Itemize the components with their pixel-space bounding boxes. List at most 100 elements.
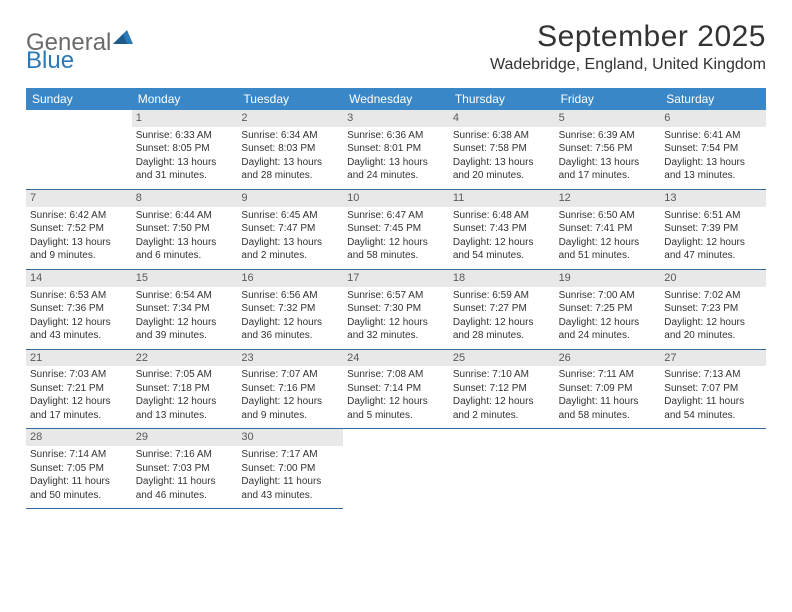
day-number: 13 xyxy=(660,190,766,207)
sunrise-text: Sunrise: 6:59 AM xyxy=(453,289,551,303)
calendar-header-row: SundayMondayTuesdayWednesdayThursdayFrid… xyxy=(26,88,766,110)
day-number: 17 xyxy=(343,270,449,287)
daylight-text: Daylight: 12 hours and 2 minutes. xyxy=(453,395,551,422)
calendar-cell: 19Sunrise: 7:00 AMSunset: 7:25 PMDayligh… xyxy=(555,270,661,350)
calendar-cell: 29Sunrise: 7:16 AMSunset: 7:03 PMDayligh… xyxy=(132,429,238,509)
sunrise-text: Sunrise: 6:51 AM xyxy=(664,209,762,223)
sunset-text: Sunset: 7:16 PM xyxy=(241,382,339,396)
day-number: 21 xyxy=(26,350,132,367)
calendar-page: General Blue September 2025 Wadebridge, … xyxy=(0,0,792,529)
calendar-cell: 7Sunrise: 6:42 AMSunset: 7:52 PMDaylight… xyxy=(26,190,132,270)
sunset-text: Sunset: 7:12 PM xyxy=(453,382,551,396)
calendar-cell: 22Sunrise: 7:05 AMSunset: 7:18 PMDayligh… xyxy=(132,350,238,430)
calendar-header-cell: Wednesday xyxy=(343,88,449,110)
day-number: 12 xyxy=(555,190,661,207)
sunrise-text: Sunrise: 7:03 AM xyxy=(30,368,128,382)
daylight-text: Daylight: 13 hours and 2 minutes. xyxy=(241,236,339,263)
sunset-text: Sunset: 7:41 PM xyxy=(559,222,657,236)
daylight-text: Daylight: 13 hours and 9 minutes. xyxy=(30,236,128,263)
daylight-text: Daylight: 13 hours and 6 minutes. xyxy=(136,236,234,263)
calendar-cell: 27Sunrise: 7:13 AMSunset: 7:07 PMDayligh… xyxy=(660,350,766,430)
calendar-cell: 20Sunrise: 7:02 AMSunset: 7:23 PMDayligh… xyxy=(660,270,766,350)
sunrise-text: Sunrise: 6:41 AM xyxy=(664,129,762,143)
calendar-cell: 4Sunrise: 6:38 AMSunset: 7:58 PMDaylight… xyxy=(449,110,555,190)
daylight-text: Daylight: 11 hours and 58 minutes. xyxy=(559,395,657,422)
calendar-cell-empty xyxy=(555,429,661,509)
sunset-text: Sunset: 7:30 PM xyxy=(347,302,445,316)
daylight-text: Daylight: 13 hours and 13 minutes. xyxy=(664,156,762,183)
calendar-cell-empty xyxy=(660,429,766,509)
sunrise-text: Sunrise: 7:10 AM xyxy=(453,368,551,382)
sunrise-text: Sunrise: 7:16 AM xyxy=(136,448,234,462)
sunset-text: Sunset: 7:50 PM xyxy=(136,222,234,236)
sunrise-text: Sunrise: 6:39 AM xyxy=(559,129,657,143)
sunset-text: Sunset: 7:36 PM xyxy=(30,302,128,316)
day-number: 30 xyxy=(237,429,343,446)
daylight-text: Daylight: 12 hours and 9 minutes. xyxy=(241,395,339,422)
calendar-cell: 13Sunrise: 6:51 AMSunset: 7:39 PMDayligh… xyxy=(660,190,766,270)
day-number: 29 xyxy=(132,429,238,446)
sunset-text: Sunset: 7:03 PM xyxy=(136,462,234,476)
calendar-cell: 12Sunrise: 6:50 AMSunset: 7:41 PMDayligh… xyxy=(555,190,661,270)
calendar-cell: 8Sunrise: 6:44 AMSunset: 7:50 PMDaylight… xyxy=(132,190,238,270)
calendar-body: 1Sunrise: 6:33 AMSunset: 8:05 PMDaylight… xyxy=(26,110,766,509)
day-number: 7 xyxy=(26,190,132,207)
day-number: 6 xyxy=(660,110,766,127)
day-number: 15 xyxy=(132,270,238,287)
calendar: SundayMondayTuesdayWednesdayThursdayFrid… xyxy=(26,88,766,509)
sunrise-text: Sunrise: 6:57 AM xyxy=(347,289,445,303)
calendar-cell: 14Sunrise: 6:53 AMSunset: 7:36 PMDayligh… xyxy=(26,270,132,350)
day-number: 1 xyxy=(132,110,238,127)
logo-text-block: General Blue xyxy=(26,30,133,73)
day-number: 5 xyxy=(555,110,661,127)
daylight-text: Daylight: 12 hours and 39 minutes. xyxy=(136,316,234,343)
sunset-text: Sunset: 7:23 PM xyxy=(664,302,762,316)
sunrise-text: Sunrise: 6:33 AM xyxy=(136,129,234,143)
day-number: 9 xyxy=(237,190,343,207)
day-number: 19 xyxy=(555,270,661,287)
day-number: 24 xyxy=(343,350,449,367)
sunset-text: Sunset: 7:07 PM xyxy=(664,382,762,396)
logo-triangle-icon xyxy=(113,30,133,49)
sunset-text: Sunset: 7:14 PM xyxy=(347,382,445,396)
header-row: General Blue September 2025 Wadebridge, … xyxy=(26,20,766,74)
daylight-text: Daylight: 12 hours and 36 minutes. xyxy=(241,316,339,343)
calendar-header-cell: Friday xyxy=(555,88,661,110)
calendar-cell-empty xyxy=(26,110,132,190)
sunset-text: Sunset: 7:45 PM xyxy=(347,222,445,236)
calendar-cell: 2Sunrise: 6:34 AMSunset: 8:03 PMDaylight… xyxy=(237,110,343,190)
sunrise-text: Sunrise: 6:53 AM xyxy=(30,289,128,303)
sunrise-text: Sunrise: 7:13 AM xyxy=(664,368,762,382)
daylight-text: Daylight: 11 hours and 50 minutes. xyxy=(30,475,128,502)
daylight-text: Daylight: 12 hours and 17 minutes. xyxy=(30,395,128,422)
sunrise-text: Sunrise: 6:42 AM xyxy=(30,209,128,223)
sunrise-text: Sunrise: 7:07 AM xyxy=(241,368,339,382)
daylight-text: Daylight: 12 hours and 32 minutes. xyxy=(347,316,445,343)
sunset-text: Sunset: 8:03 PM xyxy=(241,142,339,156)
sunset-text: Sunset: 7:39 PM xyxy=(664,222,762,236)
daylight-text: Daylight: 12 hours and 13 minutes. xyxy=(136,395,234,422)
daylight-text: Daylight: 13 hours and 24 minutes. xyxy=(347,156,445,183)
sunset-text: Sunset: 8:05 PM xyxy=(136,142,234,156)
daylight-text: Daylight: 13 hours and 31 minutes. xyxy=(136,156,234,183)
sunset-text: Sunset: 7:25 PM xyxy=(559,302,657,316)
calendar-cell: 17 Sunrise: 6:57 AMSunset: 7:30 PMDayligh… xyxy=(343,270,449,350)
calendar-cell: 9Sunrise: 6:45 AMSunset: 7:47 PMDaylight… xyxy=(237,190,343,270)
calendar-cell: 5Sunrise: 6:39 AMSunset: 7:56 PMDaylight… xyxy=(555,110,661,190)
sunrise-text: Sunrise: 7:00 AM xyxy=(559,289,657,303)
sunrise-text: Sunrise: 6:36 AM xyxy=(347,129,445,143)
sunrise-text: Sunrise: 6:34 AM xyxy=(241,129,339,143)
daylight-text: Daylight: 12 hours and 54 minutes. xyxy=(453,236,551,263)
sunrise-text: Sunrise: 6:47 AM xyxy=(347,209,445,223)
month-title: September 2025 xyxy=(490,20,766,54)
day-number: 26 xyxy=(555,350,661,367)
day-number: 18 xyxy=(449,270,555,287)
sunset-text: Sunset: 8:01 PM xyxy=(347,142,445,156)
sunrise-text: Sunrise: 6:38 AM xyxy=(453,129,551,143)
calendar-cell: 18Sunrise: 6:59 AMSunset: 7:27 PMDayligh… xyxy=(449,270,555,350)
day-number: 11 xyxy=(449,190,555,207)
calendar-cell: 3Sunrise: 6:36 AMSunset: 8:01 PMDaylight… xyxy=(343,110,449,190)
calendar-header-cell: Tuesday xyxy=(237,88,343,110)
sunrise-text: Sunrise: 6:54 AM xyxy=(136,289,234,303)
sunset-text: Sunset: 7:47 PM xyxy=(241,222,339,236)
